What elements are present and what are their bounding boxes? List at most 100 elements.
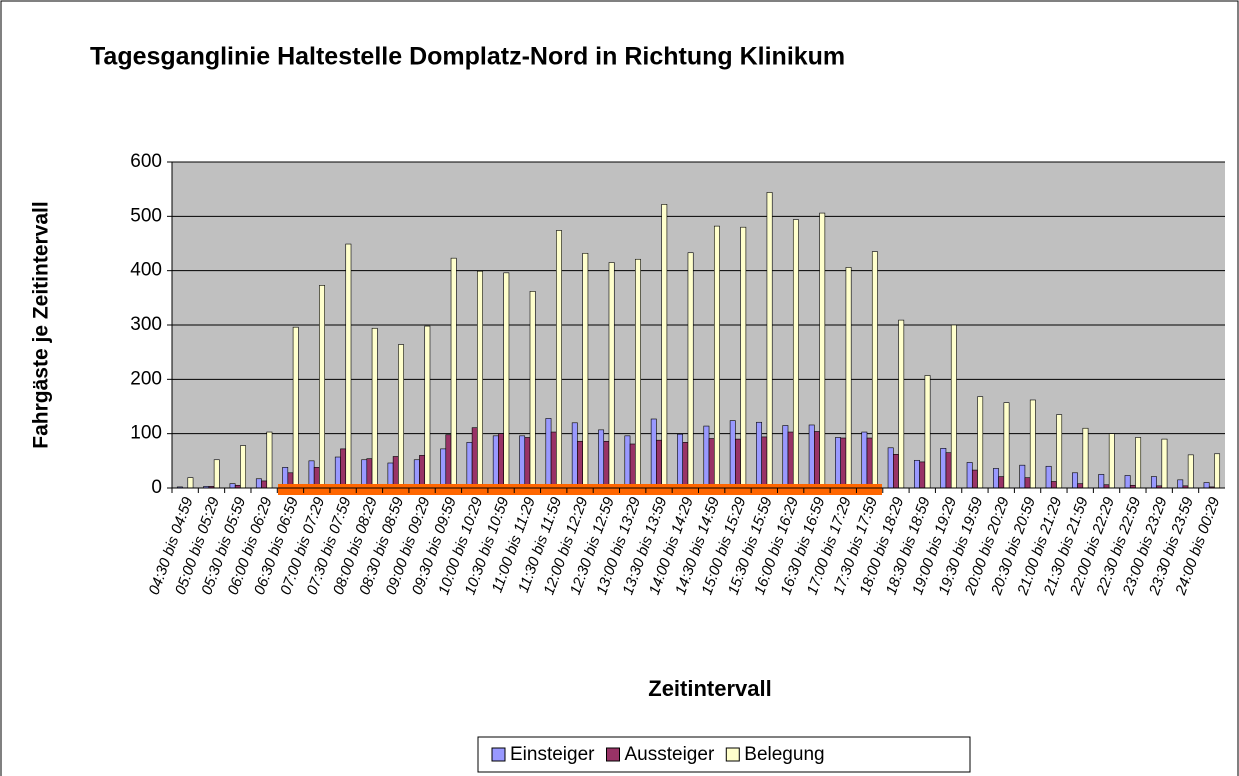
bar [661,204,668,489]
bar [366,458,373,489]
bar [361,459,368,489]
bar [756,421,762,489]
bar [840,437,847,489]
bar [1050,481,1057,489]
bar [845,267,852,489]
bar [340,448,347,489]
bar [914,459,920,489]
bar [787,431,794,489]
bar [1214,453,1221,489]
chart-title: Tagesganglinie Haltestelle Domplatz-Nord… [90,43,845,71]
bar [887,447,894,489]
bar [1187,454,1194,489]
bar [861,431,868,489]
highlight-bar [278,484,882,495]
bar [650,418,657,489]
bar [577,440,583,489]
bar [556,230,562,489]
y-tick-label: 200 [130,368,162,389]
bar [766,192,773,489]
bar [545,418,552,489]
bar [993,468,999,489]
bar [1029,399,1036,489]
bar [603,440,610,489]
bar [477,270,483,489]
bar [261,480,268,489]
legend-swatch [491,747,506,762]
bar [492,435,499,489]
bar [187,477,194,489]
bar [893,454,899,489]
legend [477,736,971,773]
y-axis-title: Fahrgäste je Zeitintervall [30,201,53,448]
bar [1077,483,1084,489]
bar [792,219,799,489]
bar [471,427,478,489]
bar [703,425,710,489]
bar [608,262,615,489]
bar [371,327,378,489]
bar [971,469,978,489]
bar [871,251,878,489]
bar [866,437,873,489]
bar [503,272,510,489]
y-tick-label: 0 [151,477,162,498]
bar [319,285,325,489]
legend-label: Aussteiger [625,744,715,765]
bar [998,476,1005,489]
bar [782,425,789,489]
bar [629,443,636,489]
bar [413,459,420,489]
legend-label: Belegung [744,744,824,765]
bar [529,291,536,489]
bar [229,483,236,489]
bar [729,420,736,489]
bar [898,319,905,489]
bar [1177,479,1184,489]
bar [398,344,404,489]
bar [266,431,273,489]
bar [819,212,826,489]
bar [440,448,447,489]
bar [419,455,426,489]
bar [1135,437,1142,489]
bar [345,243,352,489]
bar [213,459,220,489]
bar [761,436,768,489]
bar [1161,438,1168,489]
bar [598,429,605,489]
bar [924,375,931,489]
bar [424,325,431,489]
bar [550,431,557,489]
bar [334,456,341,489]
bar [1045,465,1052,489]
bar [1203,482,1210,489]
bar [498,433,504,489]
y-tick-label: 400 [130,260,162,281]
bar [1019,464,1026,489]
bar [1056,414,1063,489]
bar [966,462,973,489]
bar [1024,477,1031,489]
bar [582,252,589,489]
bar [713,225,720,489]
bar [1098,474,1105,489]
bar [656,439,662,489]
bar [1072,472,1078,489]
bar [1108,433,1115,489]
bar [524,437,531,489]
x-axis-title: Zeitintervall [648,676,771,701]
bar [519,435,526,489]
legend-label: Einsteiger [510,744,595,765]
bar [977,396,984,489]
bar [687,252,694,489]
legend-swatch [606,747,620,762]
y-tick-label: 300 [130,314,162,335]
bar [950,324,957,489]
y-tick-label: 500 [130,205,162,226]
bar [835,437,841,489]
bar [635,258,641,489]
y-tick-label: 100 [130,423,162,444]
bar [308,460,315,489]
